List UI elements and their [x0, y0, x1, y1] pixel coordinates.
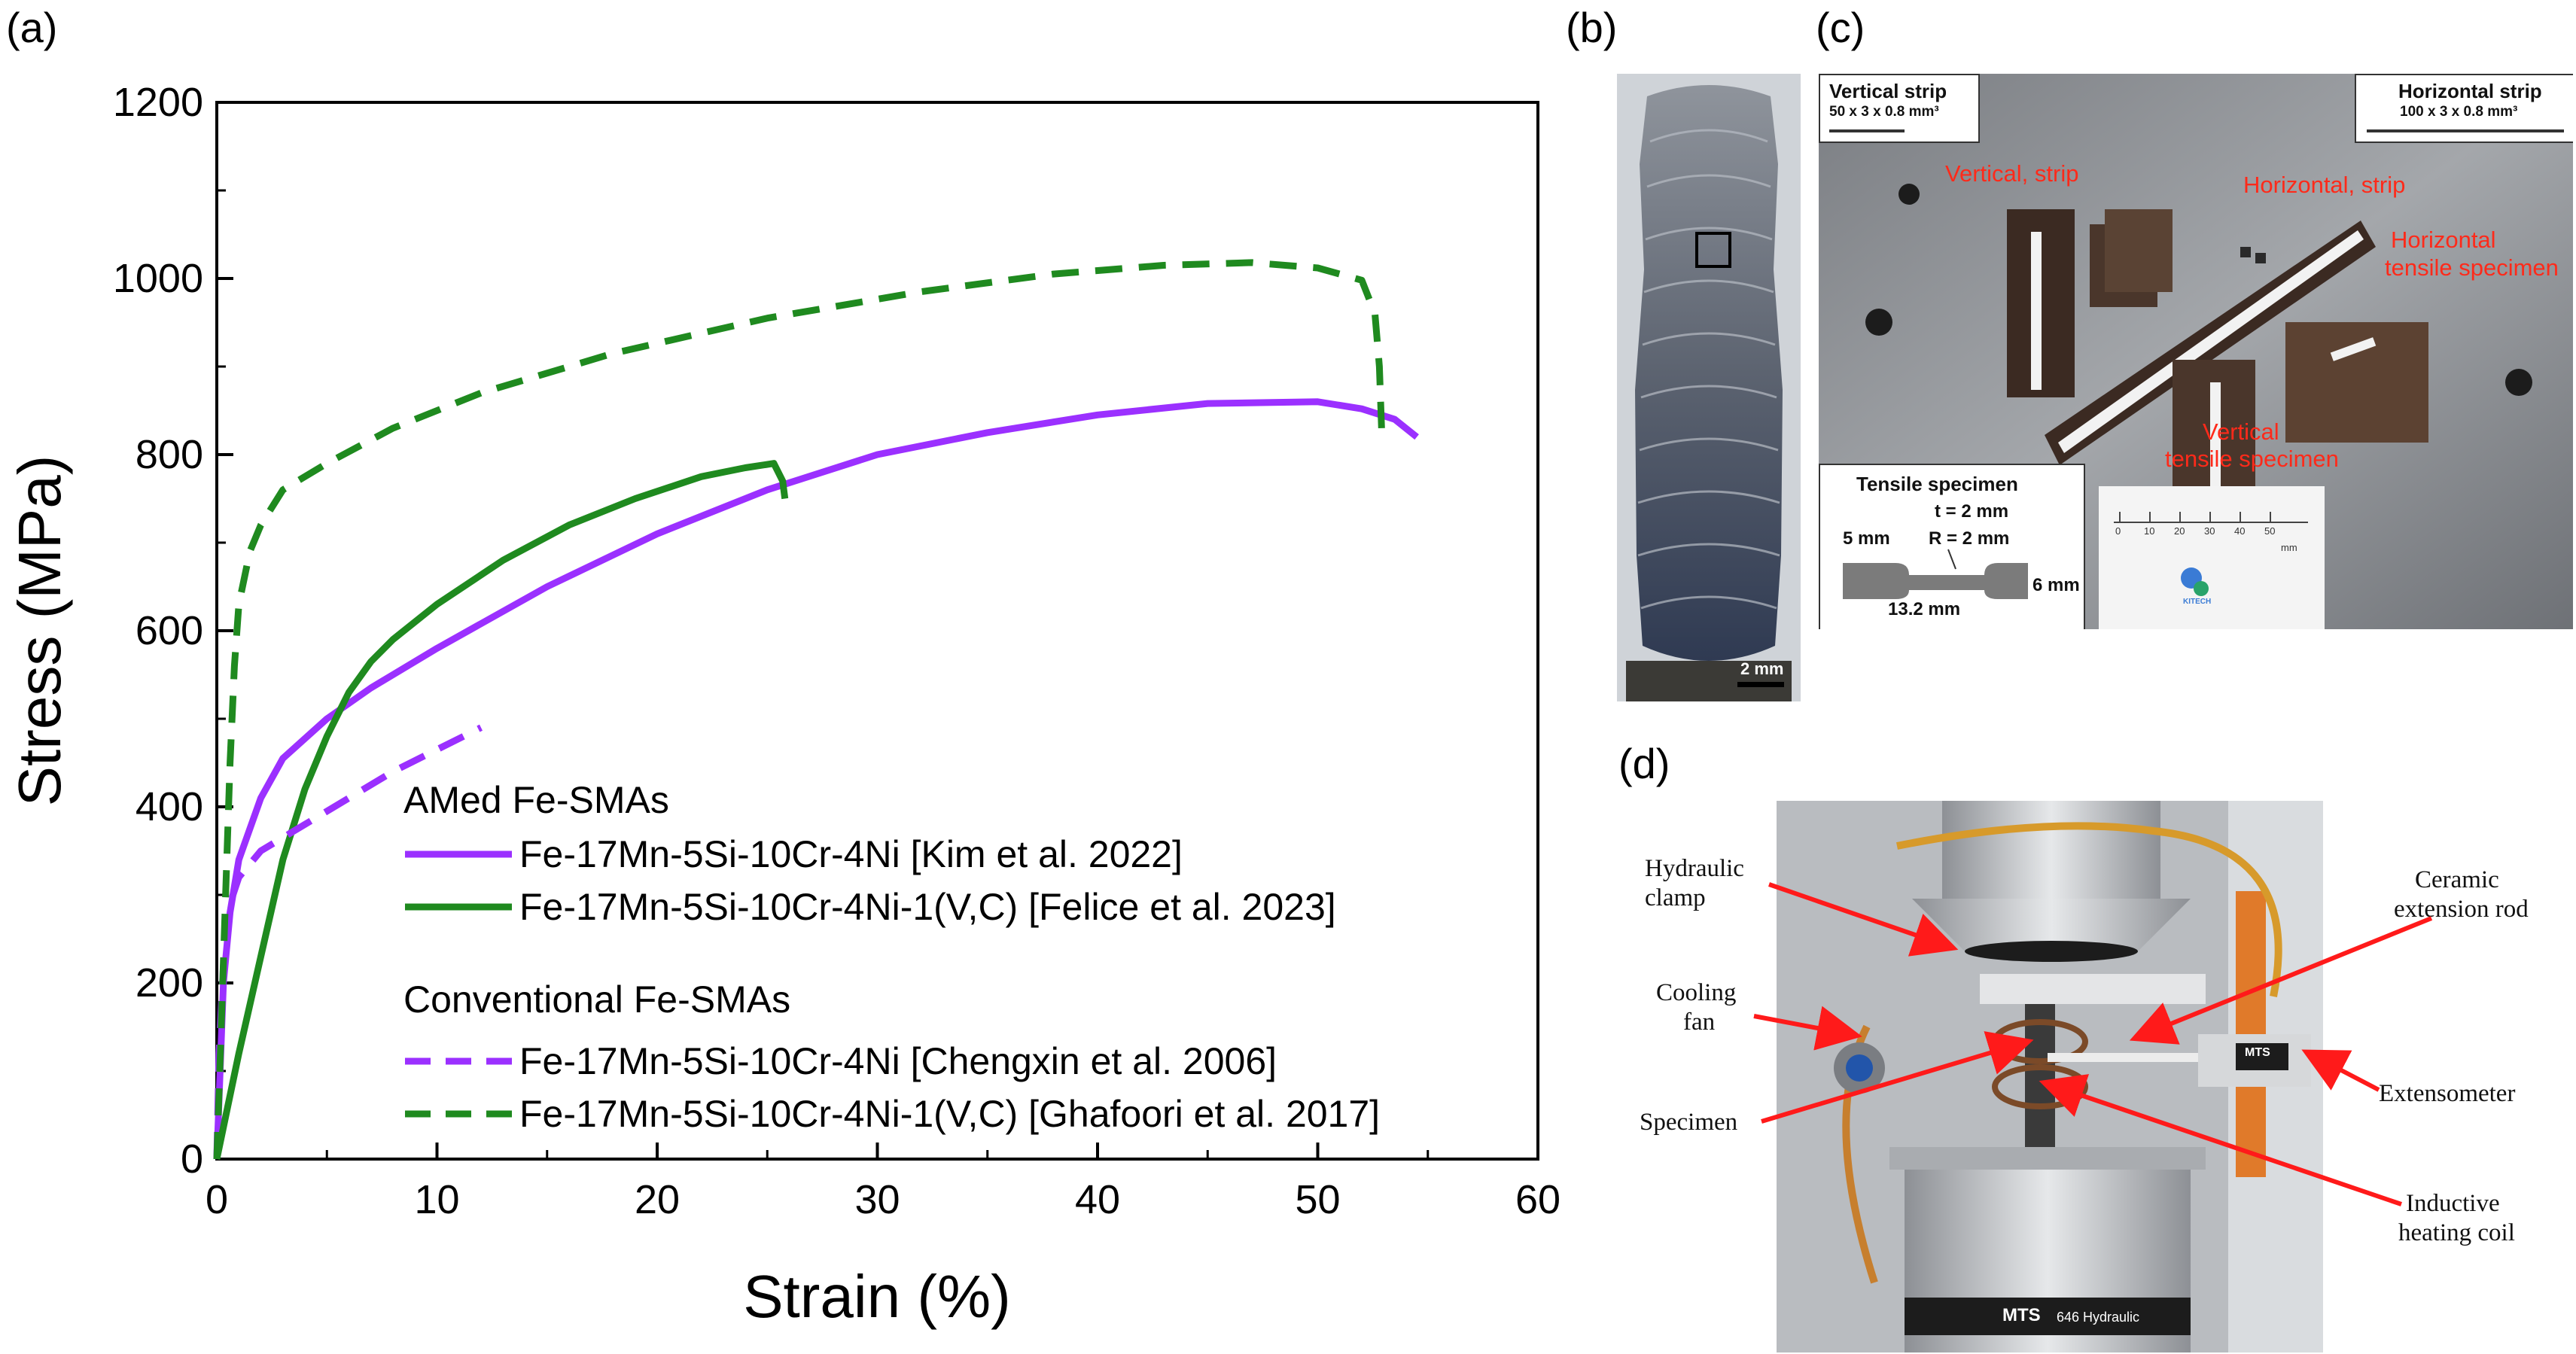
ruler-tick-40: 40 [2234, 525, 2246, 537]
annotation-cooling-fan-line2: fan [1683, 1008, 1716, 1036]
annotation-hydraulic-clamp: Hydraulic clamp [1645, 854, 1744, 913]
horizontal-strip-bar [2367, 129, 2564, 132]
ruler-unit: mm [2281, 542, 2297, 553]
tensile-specimen-drawing [1843, 549, 2028, 599]
mts-extensometer-brand: MTS [2245, 1046, 2270, 1059]
annotation-hydraulic-clamp-line1: Hydraulic [1645, 855, 1744, 882]
y-tick-label-1000: 1000 [113, 256, 203, 301]
legend-label-ghafoori: Fe-17Mn-5Si-10Cr-4Ni-1(V,C) [Ghafoori et… [519, 1093, 1380, 1135]
horizontal-strip-dims: 100 x 3 x 0.8 mm³ [2400, 104, 2518, 120]
panel-a-label: (a) [6, 4, 58, 51]
mts-brand-label: MTS [2002, 1305, 2041, 1325]
tensile-grip-width: 5 mm [1843, 528, 1890, 549]
label-horizontal-strip: Horizontal, strip [2243, 172, 2406, 198]
specimen-photo: 0 10 20 30 40 50 mm KITECH Vertical stri… [1819, 74, 2573, 629]
panel-c-label: (c) [1816, 4, 1865, 51]
annotation-ceramic-rod: Ceramic extension rod [2394, 866, 2529, 924]
x-tick-label-60: 60 [1515, 1177, 1561, 1222]
mts-model-label: 646 Hydraulic [2057, 1310, 2140, 1325]
annotation-inductive-coil: Inductive heating coil [2398, 1189, 2515, 1248]
tensile-specimen-title: Tensile specimen [1856, 473, 2018, 495]
annotation-inductive-coil-line1: Inductive [2406, 1190, 2500, 1217]
y-tick-label-1200: 1200 [113, 80, 203, 125]
label-horizontal-tensile-line1: Horizontal [2391, 227, 2496, 253]
x-tick-label-50: 50 [1295, 1177, 1340, 1222]
scale-bar [1737, 682, 1784, 687]
tensile-gauge-length: 13.2 mm [1888, 599, 1961, 619]
x-tick-label-30: 30 [854, 1177, 900, 1222]
y-tick-label-800: 800 [135, 432, 203, 477]
series-line-kim-2022 [213, 398, 1419, 1160]
cross-section-photo: 2 mm [1617, 74, 1801, 701]
legend-label-chengxin: Fe-17Mn-5Si-10Cr-4Ni [Chengxin et al. 20… [519, 1040, 1277, 1082]
horizontal-strip-title: Horizontal strip [2398, 80, 2542, 102]
x-tick-label-40: 40 [1075, 1177, 1120, 1222]
y-axis-title: Stress (MPa) [6, 455, 73, 807]
legend-group-title-am: AMed Fe-SMAs [403, 779, 669, 821]
ruler-tick-0: 0 [2115, 525, 2121, 537]
annotation-cooling-fan-line1: Cooling [1656, 979, 1737, 1006]
tensile-specimen-inset: Tensile specimen t = 2 mm R = 2 mm 5 mm … [1819, 464, 2085, 629]
series-line-ghafoori-2017 [213, 259, 1385, 1160]
annotation-inductive-coil-line2: heating coil [2398, 1219, 2515, 1246]
y-tick-label-400: 400 [135, 784, 203, 829]
legend-label-felice: Fe-17Mn-5Si-10Cr-4Ni-1(V,C) [Felice et a… [519, 886, 1336, 928]
tensile-gauge-width: 6 mm [2032, 575, 2080, 595]
ruler-tick-10: 10 [2144, 525, 2155, 537]
annotation-specimen: Specimen [1640, 1109, 1738, 1136]
horizontal-strip-inset: Horizontal strip 100 x 3 x 0.8 mm³ [2355, 74, 2573, 143]
series-line-chengxin-2006 [213, 724, 483, 1160]
annotation-ceramic-rod-line2: extension rod [2394, 895, 2529, 923]
label-vertical-tensile-line1: Vertical [2203, 418, 2279, 445]
scale-bar-label: 2 mm [1740, 659, 1784, 678]
annotation-ceramic-rod-line1: Ceramic [2415, 866, 2499, 893]
region-of-interest-box [1695, 232, 1731, 268]
x-axis-title: Strain (%) [743, 1263, 1011, 1330]
legend-label-kim: Fe-17Mn-5Si-10Cr-4Ni [Kim et al. 2022] [519, 833, 1183, 875]
label-horizontal-tensile-line2: tensile specimen [2385, 254, 2559, 281]
ruler-tick-50: 50 [2264, 525, 2276, 537]
x-tick-label-10: 10 [414, 1177, 459, 1222]
legend-group-title-conventional: Conventional Fe-SMAs [403, 978, 790, 1021]
y-tick-label-600: 600 [135, 608, 203, 653]
annotation-extensometer: Extensometer [2379, 1080, 2516, 1107]
ruler-tick-30: 30 [2204, 525, 2215, 537]
ruler-tick-20: 20 [2174, 525, 2185, 537]
tensile-radius: R = 2 mm [1929, 528, 2010, 549]
y-tick-label-200: 200 [135, 960, 203, 1006]
annotation-cooling-fan: Cooling fan [1656, 978, 1736, 1037]
y-tick-label-0: 0 [181, 1136, 203, 1182]
vertical-strip-dims: 50 x 3 x 0.8 mm³ [1829, 104, 1939, 120]
x-tick-label-0: 0 [206, 1177, 228, 1222]
vertical-strip-bar [1829, 129, 1905, 132]
label-vertical-strip: Vertical, strip [1945, 160, 2079, 187]
tensile-thickness: t = 2 mm [1935, 501, 2009, 522]
vertical-strip-inset: Vertical strip 50 x 3 x 0.8 mm³ [1819, 74, 1980, 143]
ruler-logo-text: KITECH [2183, 598, 2212, 606]
label-vertical-tensile-line2: tensile specimen [2165, 446, 2339, 472]
panel-d-label: (d) [1618, 740, 1670, 787]
annotation-hydraulic-clamp-line2: clamp [1645, 884, 1706, 911]
series-line-felice-2023 [213, 460, 789, 1160]
panel-b-label: (b) [1566, 4, 1618, 51]
x-tick-label-20: 20 [635, 1177, 680, 1222]
vertical-strip-title: Vertical strip [1829, 80, 1947, 102]
test-rig-photo: MTS MTS 646 Hydraulic [1777, 801, 2323, 1352]
